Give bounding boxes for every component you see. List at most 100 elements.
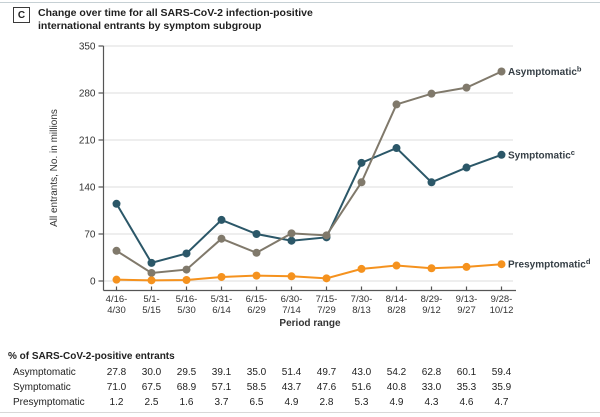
table-cell: 5.3 [354,397,369,408]
series-presymptomatic-point [462,262,471,271]
table-row-label: Presymptomatic [13,397,85,408]
series-presymptomatic-point [147,276,156,285]
table-cell: 49.7 [316,367,337,378]
x-tick-label-line2: 6/29 [247,305,266,316]
table-cell: 62.8 [421,367,442,378]
table-cell: 4.9 [284,397,299,408]
x-tick-label-line2: 4/30 [107,305,126,316]
table-cell: 43.7 [281,382,302,393]
table-cell: 35.0 [246,367,267,378]
table-cell: 6.5 [249,397,264,408]
series-symptomatic-point [497,150,506,159]
series-symptomatic-point [182,249,191,258]
table-cell: 1.2 [109,397,124,408]
series-presymptomatic-point [182,275,191,284]
figure-header: C Change over time for all SARS-CoV-2 in… [13,7,313,33]
table-cell: 2.8 [319,397,334,408]
series-symptomatic-point [217,215,226,224]
table-cell: 68.9 [176,382,197,393]
table-cell: 39.1 [211,367,232,378]
x-tick-label-line1: 7/15- [316,294,338,305]
series-presymptomatic-point [427,264,436,273]
table-cell: 51.4 [281,367,302,378]
table-cell: 4.7 [494,397,509,408]
table-cell: 2.5 [144,397,159,408]
series-symptomatic-point [392,144,401,153]
table-cell: 27.8 [106,367,127,378]
table-cell: 30.0 [141,367,162,378]
x-tick-label-line1: 9/13- [456,294,478,305]
figure-title: Change over time for all SARS-CoV-2 infe… [38,7,313,33]
series-presymptomatic-point [392,261,401,270]
table-cell: 71.0 [106,382,127,393]
table-cell: 40.8 [386,382,407,393]
table-cell: 51.6 [351,382,372,393]
table-cell: 4.9 [389,397,404,408]
series-symptomatic-point [147,258,156,267]
x-tick-label-line1: 4/16- [106,294,128,305]
x-tick-label-line1: 8/29- [421,294,443,305]
table-cell: 57.1 [211,382,232,393]
table-row-label: Asymptomatic [13,367,76,378]
x-tick-label-line1: 5/31- [211,294,233,305]
series-asymptomatic-point [252,248,261,257]
y-axis-title: All entrants, No. in millions [49,109,60,227]
x-tick-label-line2: 9/12 [422,305,441,316]
table-cell: 33.0 [421,382,442,393]
table-cell: 29.5 [176,367,197,378]
series-asymptomatic-point [147,268,156,277]
series-symptomatic-point [287,236,296,245]
x-tick-label-line2: 7/14 [282,305,301,316]
table-cell: 54.2 [386,367,407,378]
y-tick-label: 210 [79,136,96,147]
bottom-divider [0,412,600,413]
x-tick-label-line2: 9/27 [457,305,476,316]
series-symptomatic-point [462,163,471,172]
x-axis-title: Period range [279,318,341,329]
table-cell: 1.6 [179,397,194,408]
series-asymptomatic-point [322,231,331,240]
figure-title-line2: international entrants by symptom subgro… [38,20,262,32]
table-cell: 43.0 [351,367,372,378]
legend-symptomatic: Symptomaticc [508,148,575,162]
panel-label: C [13,7,30,23]
figure-title-line1: Change over time for all SARS-CoV-2 infe… [38,7,313,19]
table-cell: 4.6 [459,397,474,408]
table-cell: 59.4 [491,367,512,378]
series-asymptomatic-point [217,234,226,243]
series-symptomatic-point [427,178,436,187]
series-asymptomatic-point [392,100,401,109]
series-presymptomatic-point [112,275,121,284]
legend-asymptomatic: Asymptomaticb [508,65,582,79]
table-cell: 35.9 [491,382,512,393]
y-tick-label: 0 [90,277,96,288]
x-tick-label-line1: 8/14- [386,294,408,305]
series-asymptomatic-point [427,89,436,98]
x-tick-label-line1: 9/28- [491,294,513,305]
series-symptomatic-point [112,199,121,208]
line-chart: 0701402102803504/16-4/305/1-5/155/16-5/3… [49,42,591,330]
x-tick-label-line2: 5/15 [142,305,161,316]
table-cell: 60.1 [456,367,477,378]
legend-presymptomatic: Presymptomaticd [508,257,591,271]
series-asymptomatic-line [115,70,502,274]
y-tick-label: 280 [79,89,96,100]
table-cell: 3.7 [214,397,229,408]
series-presymptomatic-point [322,274,331,283]
x-tick-label-line2: 10/12 [490,305,514,316]
x-tick-label-line2: 8/28 [387,305,406,316]
x-tick-label-line1: 6/30- [281,294,303,305]
x-tick-label-line2: 8/13 [352,305,371,316]
series-presymptomatic-point [497,260,506,269]
table-cell: 58.5 [246,382,267,393]
table-cell: 4.3 [424,397,439,408]
series-presymptomatic-point [217,272,226,281]
y-tick-label: 140 [79,183,96,194]
table-row-label: Symptomatic [13,382,71,393]
x-tick-label-line1: 5/1- [143,294,159,305]
series-asymptomatic-point [497,67,506,76]
x-tick-label-line2: 5/30 [177,305,196,316]
series-asymptomatic-point [357,178,366,187]
series-presymptomatic-line [116,263,502,282]
